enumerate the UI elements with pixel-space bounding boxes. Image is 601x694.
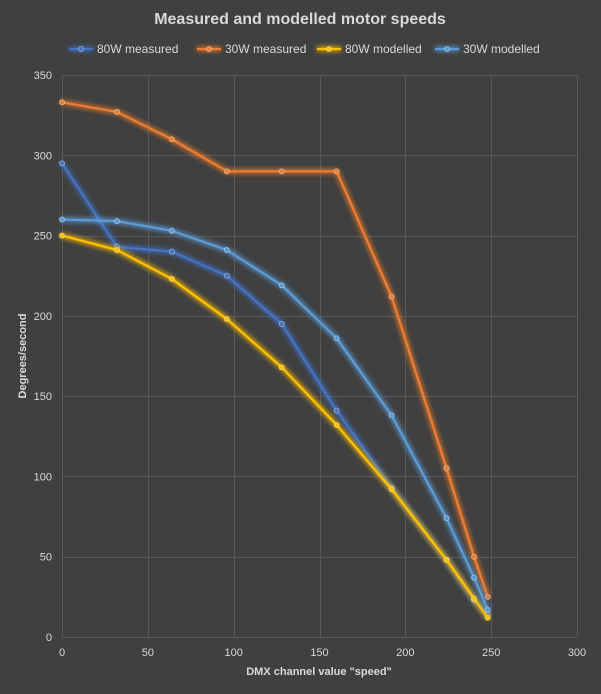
data-point-80w-measured <box>59 160 66 167</box>
data-point-30w-modelled <box>484 606 491 613</box>
y-tick-label: 200 <box>34 311 52 323</box>
data-point-80w-modelled <box>59 232 66 239</box>
data-point-30w-modelled <box>470 574 477 581</box>
y-tick-label: 250 <box>34 231 52 243</box>
y-tick-label: 0 <box>46 632 52 644</box>
data-point-80w-measured <box>333 407 340 414</box>
y-tick-label: 50 <box>40 552 52 564</box>
data-point-30w-modelled <box>59 216 66 223</box>
legend-label-30w-modelled: 30W modelled <box>463 42 540 56</box>
x-tick-label: 0 <box>59 647 65 659</box>
legend-label-80w-modelled: 80W modelled <box>345 42 422 56</box>
data-point-30w-modelled <box>443 515 450 522</box>
series-30w-measured <box>59 99 491 600</box>
x-axis-tick-labels: 0 50 100 150 200 250 300 <box>59 647 586 659</box>
data-point-80w-modelled <box>443 556 450 563</box>
data-point-30w-measured <box>168 136 175 143</box>
data-point-80w-modelled <box>168 275 175 282</box>
series-80w-modelled <box>59 232 491 621</box>
data-point-30w-measured <box>470 553 477 560</box>
data-point-80w-modelled <box>388 486 395 493</box>
data-point-30w-measured <box>59 99 66 106</box>
series-line-80w-modelled <box>60 234 489 619</box>
y-tick-label: 100 <box>34 471 52 483</box>
y-axis-tick-labels: 0 50 100 150 200 250 300 350 <box>34 70 52 644</box>
x-tick-label: 200 <box>396 647 414 659</box>
legend-item-80w-measured: 80W measured <box>69 42 178 56</box>
data-point-80w-modelled <box>223 316 230 323</box>
legend-marker-80w-measured <box>78 46 85 53</box>
legend-item-30w-modelled: 30W modelled <box>435 42 540 56</box>
data-point-80w-measured <box>278 320 285 327</box>
data-point-30w-measured <box>388 293 395 300</box>
chart-title: Measured and modelled motor speeds <box>154 11 446 28</box>
data-point-30w-measured <box>484 593 491 600</box>
y-tick-label: 350 <box>34 70 52 82</box>
series-30w-modelled <box>59 216 491 613</box>
legend-marker-30w-measured <box>205 46 212 53</box>
legend: 80W measured 30W measured 80W modelled 30W … <box>69 42 540 56</box>
x-tick-label: 150 <box>310 647 328 659</box>
series-line-30w-modelled <box>60 218 489 611</box>
data-point-30w-modelled <box>223 247 230 254</box>
data-point-80w-measured <box>223 272 230 279</box>
data-point-80w-measured <box>168 248 175 255</box>
y-tick-label: 150 <box>34 391 52 403</box>
data-point-80w-modelled <box>278 364 285 371</box>
data-point-30w-modelled <box>113 218 120 225</box>
legend-marker-80w-modelled <box>325 46 332 53</box>
gridlines <box>62 75 578 638</box>
data-point-80w-modelled <box>113 247 120 254</box>
data-point-80w-modelled <box>333 422 340 429</box>
legend-label-30w-measured: 30W measured <box>225 42 306 56</box>
data-point-80w-modelled <box>470 595 477 602</box>
data-point-30w-modelled <box>388 412 395 419</box>
legend-item-80w-modelled: 80W modelled <box>317 42 422 56</box>
legend-marker-30w-modelled <box>443 46 450 53</box>
data-point-30w-measured <box>443 465 450 472</box>
x-tick-label: 250 <box>482 647 500 659</box>
x-axis-title: DMX channel value "speed" <box>246 666 392 678</box>
data-point-30w-modelled <box>333 335 340 342</box>
y-axis-title: Degrees/second <box>17 314 29 399</box>
data-point-30w-measured <box>223 168 230 175</box>
legend-label-80w-measured: 80W measured <box>97 42 178 56</box>
data-point-30w-modelled <box>278 282 285 289</box>
x-tick-label: 50 <box>142 647 154 659</box>
y-tick-label: 300 <box>34 150 52 162</box>
data-point-30w-measured <box>333 168 340 175</box>
data-point-80w-modelled <box>484 614 491 621</box>
x-tick-label: 300 <box>568 647 586 659</box>
x-tick-label: 100 <box>224 647 242 659</box>
legend-item-30w-measured: 30W measured <box>197 42 306 56</box>
data-point-30w-measured <box>113 108 120 115</box>
data-point-30w-measured <box>278 168 285 175</box>
data-point-30w-modelled <box>168 227 175 234</box>
series-line-30w-measured <box>60 101 489 598</box>
series-layer <box>59 99 491 621</box>
